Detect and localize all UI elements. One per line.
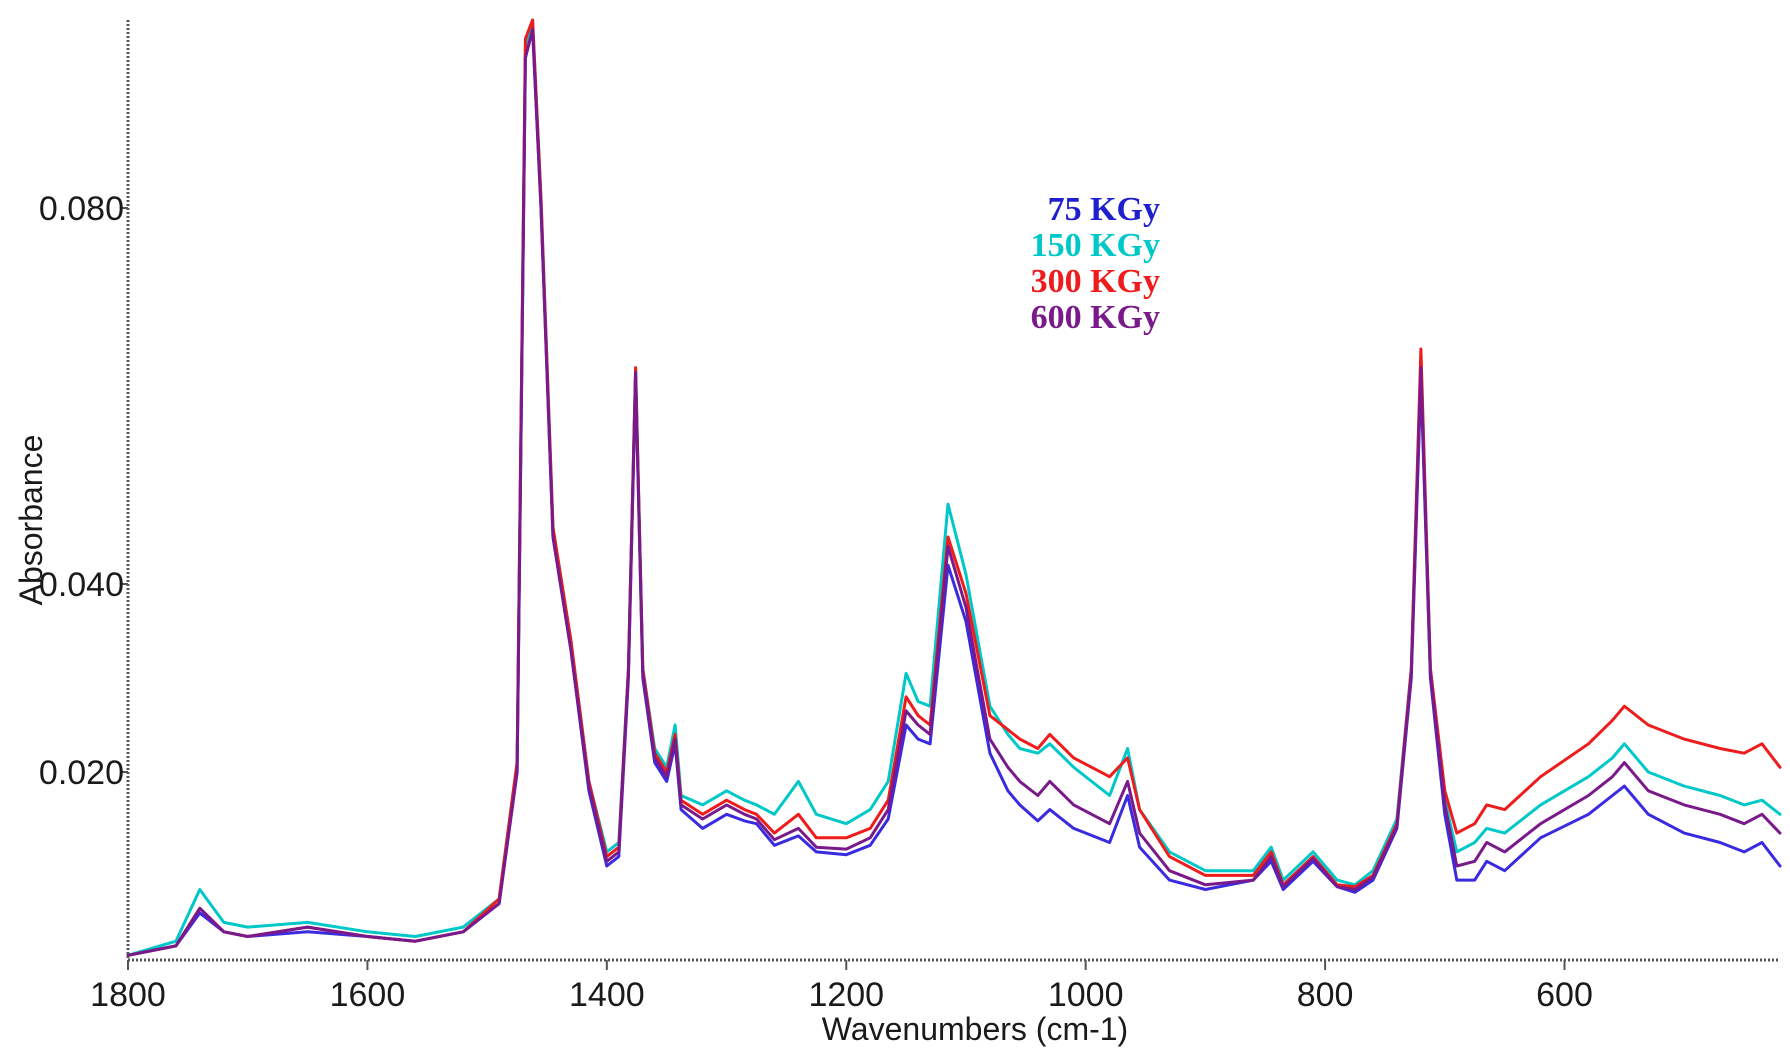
x-axis-label: Wavenumbers (cm-1) <box>822 1011 1128 1047</box>
series-group <box>126 18 1782 957</box>
legend-item-150-kgy: 150 KGy <box>1031 227 1160 264</box>
x-tick-label: 1600 <box>330 976 406 1014</box>
x-tick-label: 1000 <box>1048 976 1124 1014</box>
y-axis-label: Absorbance <box>13 435 49 606</box>
x-tick-label: 600 <box>1536 976 1593 1014</box>
x-tick-label: 1400 <box>569 976 645 1014</box>
y-tick-label: 0.040 <box>39 566 124 604</box>
legend-item-300-kgy: 300 KGy <box>1031 263 1160 300</box>
y-tick-label: 0.020 <box>39 754 124 792</box>
series-line-600-kgy <box>126 27 1782 957</box>
legend-item-600-kgy: 600 KGy <box>1031 299 1160 336</box>
x-tick-label: 800 <box>1297 976 1354 1014</box>
x-tick-label: 1800 <box>90 976 166 1014</box>
y-axis-ticks: 0.080 0.040 0.020 <box>39 190 128 792</box>
y-tick-label: 0.080 <box>39 190 124 228</box>
x-axis-ticks: 1800 1600 1400 1200 1000 800 600 <box>90 960 1593 1014</box>
legend-item-75-kgy: 75 KGy <box>1048 191 1160 228</box>
x-tick-label: 1200 <box>808 976 884 1014</box>
